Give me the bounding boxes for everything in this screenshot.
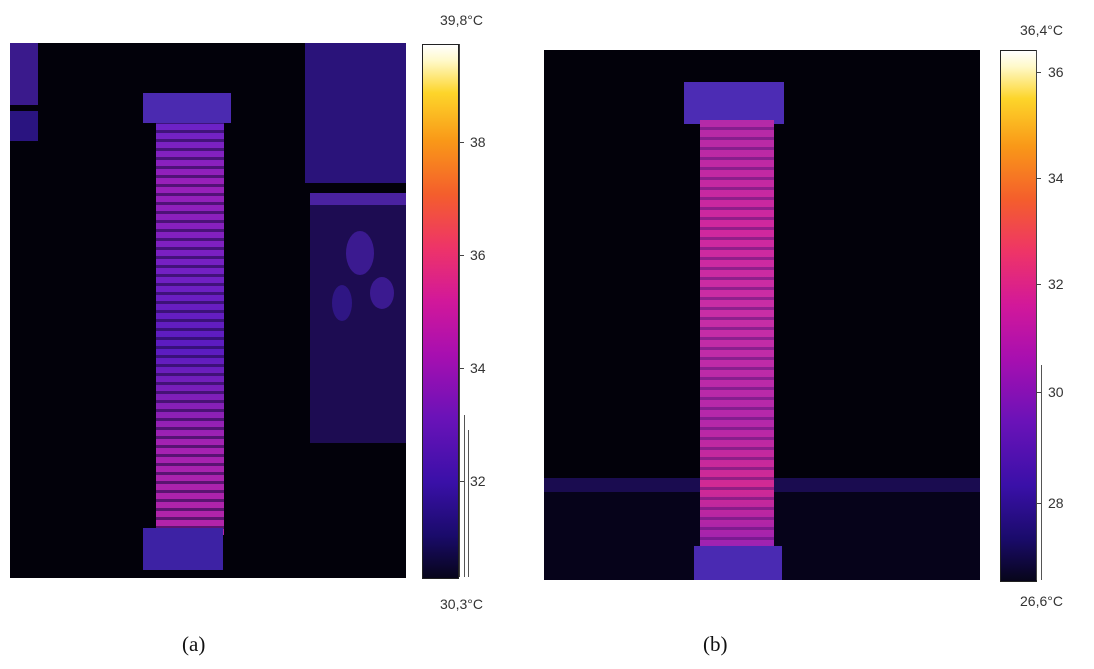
insulator-ribs: [156, 123, 224, 535]
thermal-image-b: [544, 50, 980, 580]
tick-b: [1036, 284, 1041, 285]
tick-b: [1036, 392, 1041, 393]
tick-b: [1036, 503, 1041, 504]
background-structure: [310, 193, 406, 205]
scale-min-a: 30,3°C: [440, 596, 483, 612]
tick-label-a: 38: [470, 134, 486, 150]
tick-label-b: 32: [1048, 276, 1064, 292]
tick-label-b: 34: [1048, 170, 1064, 186]
insulator-top-cap: [143, 93, 231, 123]
tick-label-a: 36: [470, 247, 486, 263]
insulator-base: [143, 528, 223, 570]
insulator-top-cap: [684, 82, 784, 124]
background-structure: [305, 43, 406, 183]
tick-label-a: 34: [470, 360, 486, 376]
insulator-ribs: [700, 120, 774, 550]
tick-label-b: 36: [1048, 64, 1064, 80]
colorbar-b: [1000, 50, 1037, 582]
tick-a: [459, 142, 464, 143]
tick-label-a: 32: [470, 473, 486, 489]
tick-a: [459, 255, 464, 256]
tick-label-b: 28: [1048, 495, 1064, 511]
scale-max-a: 39,8°C: [440, 12, 483, 28]
background-object: [10, 43, 38, 105]
caption-b: (b): [703, 632, 728, 656]
background-structure: [332, 285, 352, 321]
thermal-scene-a: [10, 43, 406, 570]
thermal-scene-b: [544, 82, 980, 580]
scale-min-b: 26,6°C: [1020, 593, 1063, 609]
scale-max-b: 36,4°C: [1020, 22, 1063, 38]
tick-b: [1036, 178, 1041, 179]
tick-a: [459, 481, 464, 482]
tick-a: [459, 368, 464, 369]
tick-b: [1036, 72, 1041, 73]
tick-label-b: 30: [1048, 384, 1064, 400]
background-structure: [370, 277, 394, 309]
scale-axis-b: [1036, 50, 1037, 580]
scale-axis-a: [459, 44, 460, 577]
thermal-image-a: [10, 43, 406, 578]
colorbar-a: [422, 44, 459, 579]
background-structure: [310, 193, 406, 443]
scale-marker-a: [464, 415, 465, 577]
insulator-base: [694, 546, 782, 580]
caption-a: (a): [182, 632, 206, 656]
background-structure: [346, 231, 374, 275]
scale-marker-a: [468, 430, 469, 577]
scale-marker-b: [1041, 365, 1042, 580]
background-object: [10, 111, 38, 141]
